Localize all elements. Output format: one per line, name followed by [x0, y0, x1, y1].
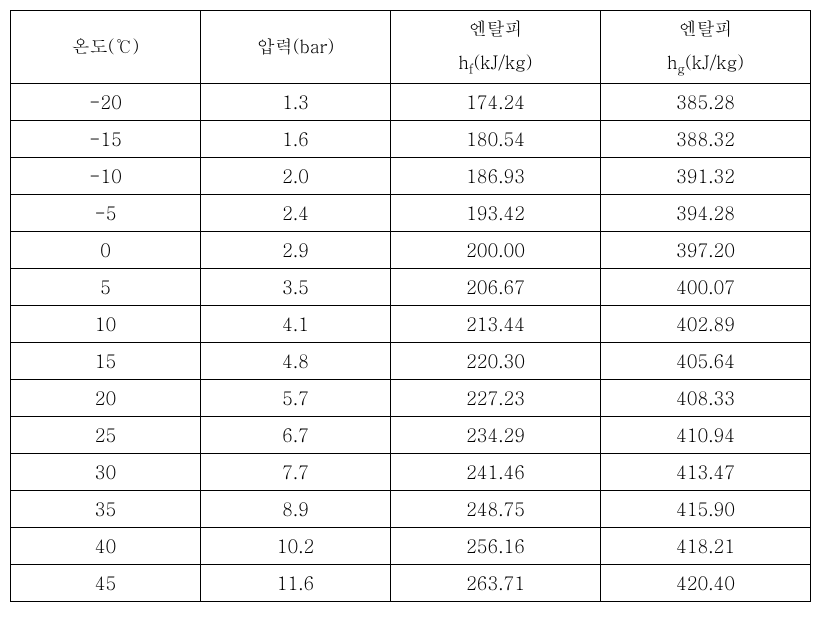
col-header-label-line2-post: (kJ/kg)	[685, 50, 744, 75]
col-header-temp: 온도(℃)	[11, 11, 201, 84]
table-cell: 206.67	[391, 269, 601, 306]
table-cell: 200.00	[391, 232, 601, 269]
table-row: 104.1213.44402.89	[11, 306, 811, 343]
table-row: 205.7227.23408.33	[11, 380, 811, 417]
table-cell: 241.46	[391, 454, 601, 491]
table-cell: 391.32	[601, 158, 811, 195]
table-cell: -15	[11, 121, 201, 158]
table-cell: 227.23	[391, 380, 601, 417]
table-cell: 220.30	[391, 343, 601, 380]
table-cell: 1.3	[201, 84, 391, 121]
table-cell: 2.9	[201, 232, 391, 269]
table-cell: 394.28	[601, 195, 811, 232]
table-cell: 405.64	[601, 343, 811, 380]
table-cell: 388.32	[601, 121, 811, 158]
col-header-pressure: 압력(bar)	[201, 11, 391, 84]
table-row: 154.8220.30405.64	[11, 343, 811, 380]
table-cell: 3.5	[201, 269, 391, 306]
col-header-label-line2-pre: h	[667, 50, 677, 75]
table-cell: 4.8	[201, 343, 391, 380]
col-header-label-line2-pre: h	[458, 50, 468, 75]
col-header-hf: 엔탈피 hf(kJ/kg)	[391, 11, 601, 84]
table-cell: 174.24	[391, 84, 601, 121]
table-cell: 4.1	[201, 306, 391, 343]
table-cell: 408.33	[601, 380, 811, 417]
header-row: 온도(℃) 압력(bar) 엔탈피 hf(kJ/kg) 엔탈피 hg(kJ/kg…	[11, 11, 811, 84]
table-cell: 7.7	[201, 454, 391, 491]
col-header-label-line2-sub: g	[677, 59, 685, 78]
table-cell: 420.40	[601, 565, 811, 602]
table-cell: 186.93	[391, 158, 601, 195]
table-row: 4010.2256.16418.21	[11, 528, 811, 565]
col-header-label-line1: 엔탈피	[469, 16, 523, 41]
table-cell: 20	[11, 380, 201, 417]
table-cell: 193.42	[391, 195, 601, 232]
table-cell: 11.6	[201, 565, 391, 602]
table-cell: 30	[11, 454, 201, 491]
table-cell: 40	[11, 528, 201, 565]
table-cell: 418.21	[601, 528, 811, 565]
table-cell: -10	[11, 158, 201, 195]
table-cell: 415.90	[601, 491, 811, 528]
table-row: 02.9200.00397.20	[11, 232, 811, 269]
thermo-table: 온도(℃) 압력(bar) 엔탈피 hf(kJ/kg) 엔탈피 hg(kJ/kg…	[10, 10, 811, 602]
table-cell: 25	[11, 417, 201, 454]
table-row: 256.7234.29410.94	[11, 417, 811, 454]
table-row: -52.4193.42394.28	[11, 195, 811, 232]
table-row: 53.5206.67400.07	[11, 269, 811, 306]
col-header-label: 압력(bar)	[257, 34, 335, 59]
table-cell: 263.71	[391, 565, 601, 602]
table-cell: 413.47	[601, 454, 811, 491]
table-cell: 2.4	[201, 195, 391, 232]
table-cell: 213.44	[391, 306, 601, 343]
table-cell: 0	[11, 232, 201, 269]
table-cell: 6.7	[201, 417, 391, 454]
col-header-label-line1: 엔탈피	[679, 16, 733, 41]
table-body: -201.3174.24385.28-151.6180.54388.32-102…	[11, 84, 811, 602]
table-cell: 1.6	[201, 121, 391, 158]
table-cell: 8.9	[201, 491, 391, 528]
table-cell: 234.29	[391, 417, 601, 454]
table-row: 307.7241.46413.47	[11, 454, 811, 491]
table-cell: 256.16	[391, 528, 601, 565]
col-header-label-line2-post: (kJ/kg)	[474, 50, 533, 75]
table-cell: 248.75	[391, 491, 601, 528]
table-cell: 2.0	[201, 158, 391, 195]
table-row: 4511.6263.71420.40	[11, 565, 811, 602]
table-cell: 10	[11, 306, 201, 343]
table-cell: 410.94	[601, 417, 811, 454]
table-cell: 402.89	[601, 306, 811, 343]
table-cell: -5	[11, 195, 201, 232]
table-cell: 400.07	[601, 269, 811, 306]
table-cell: 5.7	[201, 380, 391, 417]
col-header-label: 온도(℃)	[72, 34, 140, 59]
table-cell: 15	[11, 343, 201, 380]
table-cell: 45	[11, 565, 201, 602]
table-cell: -20	[11, 84, 201, 121]
table-row: -201.3174.24385.28	[11, 84, 811, 121]
table-cell: 35	[11, 491, 201, 528]
table-cell: 180.54	[391, 121, 601, 158]
table-header: 온도(℃) 압력(bar) 엔탈피 hf(kJ/kg) 엔탈피 hg(kJ/kg…	[11, 11, 811, 84]
table-cell: 10.2	[201, 528, 391, 565]
table-row: 358.9248.75415.90	[11, 491, 811, 528]
table-cell: 5	[11, 269, 201, 306]
table-cell: 385.28	[601, 84, 811, 121]
table-row: -102.0186.93391.32	[11, 158, 811, 195]
table-cell: 397.20	[601, 232, 811, 269]
table-row: -151.6180.54388.32	[11, 121, 811, 158]
col-header-hg: 엔탈피 hg(kJ/kg)	[601, 11, 811, 84]
